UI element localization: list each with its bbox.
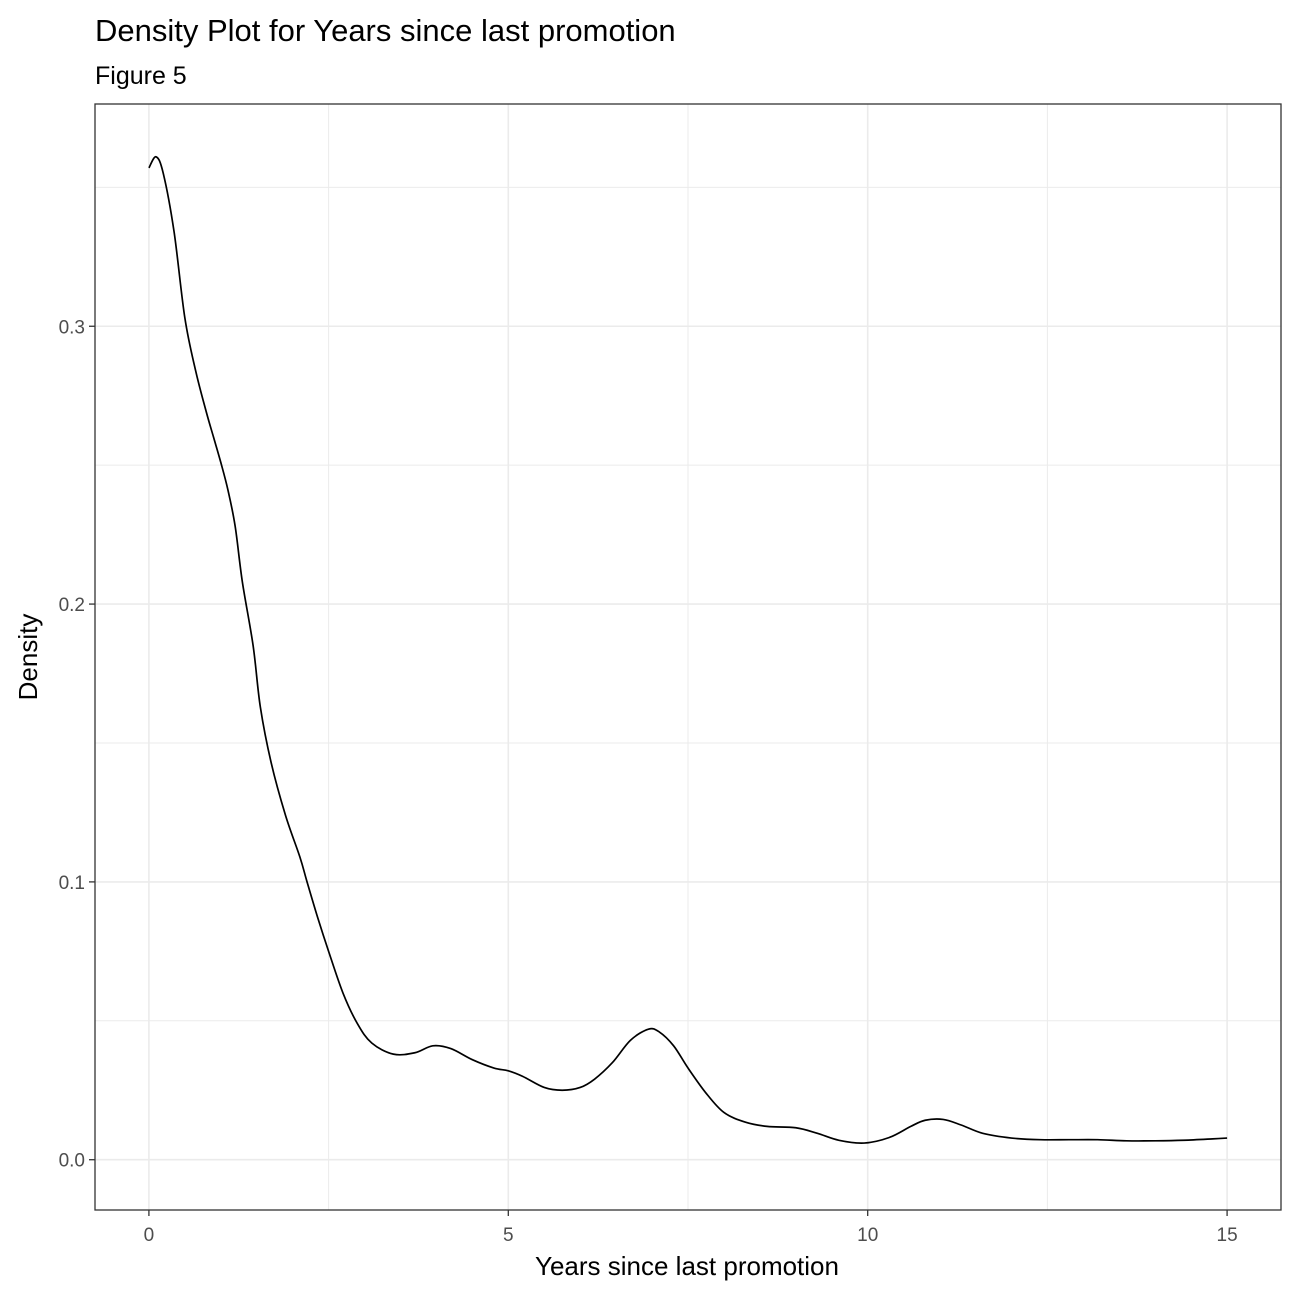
x-tick-label: 5	[503, 1225, 514, 1246]
x-tick-label: 15	[1217, 1225, 1238, 1246]
y-tick-label: 0.2	[59, 595, 85, 616]
chart-title: Density Plot for Years since last promot…	[95, 13, 676, 48]
density-curve	[148, 155, 1228, 1144]
y-tick-label: 0.0	[59, 1151, 85, 1172]
y-tick-label: 0.3	[59, 317, 85, 338]
x-tick-label: 0	[144, 1225, 155, 1246]
x-axis-title: Years since last promotion	[535, 1251, 839, 1281]
y-tick-label: 0.1	[59, 873, 85, 894]
chart-subtitle: Figure 5	[95, 62, 187, 90]
x-tick-label: 10	[857, 1225, 878, 1246]
x-axis-ticks: 0 5 10 15	[144, 1210, 1238, 1246]
panel-border	[94, 103, 1282, 1211]
y-axis-ticks: 0.0 0.1 0.2 0.3	[59, 317, 95, 1172]
major-gridlines	[95, 104, 1281, 1210]
minor-gridlines	[95, 104, 1281, 1210]
y-axis-title: Density	[13, 614, 43, 701]
